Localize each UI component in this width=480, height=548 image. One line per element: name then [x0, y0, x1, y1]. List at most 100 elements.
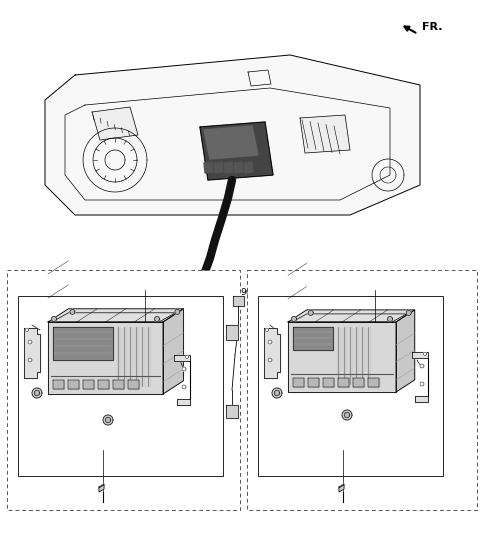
Polygon shape [226, 325, 238, 340]
Polygon shape [174, 355, 190, 405]
Text: (W/RADIO+CD+SAT+MEDIA+INT AMP): (W/RADIO+CD+SAT+MEDIA+INT AMP) [53, 274, 194, 281]
Polygon shape [51, 317, 57, 322]
Polygon shape [134, 327, 137, 386]
Polygon shape [339, 484, 344, 492]
Polygon shape [70, 309, 75, 315]
Polygon shape [396, 310, 415, 392]
Bar [7, 270, 240, 510]
Polygon shape [344, 412, 350, 418]
Text: 1018AD: 1018AD [326, 502, 360, 511]
Polygon shape [25, 328, 28, 332]
Polygon shape [182, 385, 186, 389]
Polygon shape [34, 390, 40, 396]
Polygon shape [367, 327, 370, 384]
Bar [258, 296, 443, 476]
Polygon shape [338, 378, 349, 387]
Polygon shape [348, 327, 351, 384]
Polygon shape [146, 327, 149, 386]
Polygon shape [204, 126, 258, 159]
Polygon shape [226, 405, 238, 418]
Text: 96155D: 96155D [255, 308, 288, 317]
Polygon shape [224, 162, 233, 173]
Polygon shape [387, 317, 393, 322]
Polygon shape [204, 162, 213, 173]
Text: 96100S: 96100S [120, 288, 152, 297]
Polygon shape [98, 380, 109, 389]
Polygon shape [423, 352, 427, 356]
Text: FR.: FR. [422, 22, 443, 32]
Polygon shape [32, 388, 42, 398]
Polygon shape [45, 55, 420, 215]
Polygon shape [122, 327, 125, 386]
Text: 96173: 96173 [90, 422, 117, 431]
Polygon shape [268, 358, 272, 362]
Polygon shape [214, 162, 223, 173]
Bar [18, 296, 223, 476]
Polygon shape [264, 328, 280, 378]
Text: 96100S: 96100S [355, 288, 386, 297]
Polygon shape [117, 327, 120, 386]
Polygon shape [28, 340, 32, 344]
Polygon shape [293, 378, 304, 387]
Polygon shape [300, 115, 350, 153]
Polygon shape [99, 484, 104, 492]
Polygon shape [105, 417, 111, 423]
Polygon shape [129, 327, 132, 386]
Polygon shape [274, 390, 280, 396]
Polygon shape [323, 378, 334, 387]
Polygon shape [420, 364, 424, 368]
Polygon shape [113, 380, 124, 389]
Polygon shape [185, 356, 189, 358]
Polygon shape [308, 310, 313, 316]
Polygon shape [353, 378, 364, 387]
Polygon shape [48, 309, 183, 322]
Text: 96190R: 96190R [240, 288, 276, 297]
Polygon shape [233, 296, 244, 306]
Polygon shape [244, 162, 253, 173]
Polygon shape [406, 310, 411, 316]
Text: 96140W: 96140W [85, 286, 122, 295]
Polygon shape [128, 380, 139, 389]
Polygon shape [420, 382, 424, 386]
Polygon shape [265, 328, 268, 332]
Bar [247, 270, 477, 510]
Polygon shape [53, 380, 64, 389]
Text: 96140W: 96140W [343, 286, 381, 295]
Text: 96155E: 96155E [192, 366, 224, 375]
Polygon shape [103, 415, 113, 425]
Polygon shape [24, 328, 40, 378]
Text: 1018AD: 1018AD [86, 502, 120, 511]
Polygon shape [291, 317, 297, 322]
Polygon shape [155, 317, 159, 322]
Text: 96173: 96173 [18, 398, 45, 407]
Polygon shape [163, 309, 183, 394]
Polygon shape [68, 380, 79, 389]
Polygon shape [268, 340, 272, 344]
Polygon shape [288, 310, 415, 322]
Polygon shape [53, 327, 113, 360]
Polygon shape [234, 162, 243, 173]
Polygon shape [92, 107, 138, 140]
Polygon shape [336, 327, 339, 384]
Polygon shape [360, 327, 363, 384]
Polygon shape [175, 309, 180, 315]
Text: 96155E: 96155E [430, 362, 462, 371]
Polygon shape [272, 388, 282, 398]
Polygon shape [342, 410, 352, 420]
Polygon shape [412, 352, 428, 402]
Polygon shape [288, 322, 396, 392]
Polygon shape [368, 378, 379, 387]
Text: (W/RADIO+CD+MP3+SDARS-PA30A S): (W/RADIO+CD+MP3+SDARS-PA30A S) [292, 274, 432, 281]
Polygon shape [141, 327, 144, 386]
Polygon shape [343, 327, 346, 384]
Text: 96173: 96173 [328, 420, 355, 429]
Polygon shape [355, 327, 358, 384]
Polygon shape [293, 327, 333, 350]
Polygon shape [182, 367, 186, 371]
Polygon shape [200, 122, 273, 180]
Text: 96155D: 96155D [14, 308, 47, 317]
Polygon shape [48, 322, 163, 394]
Polygon shape [28, 358, 32, 362]
Polygon shape [83, 380, 94, 389]
Polygon shape [308, 378, 319, 387]
